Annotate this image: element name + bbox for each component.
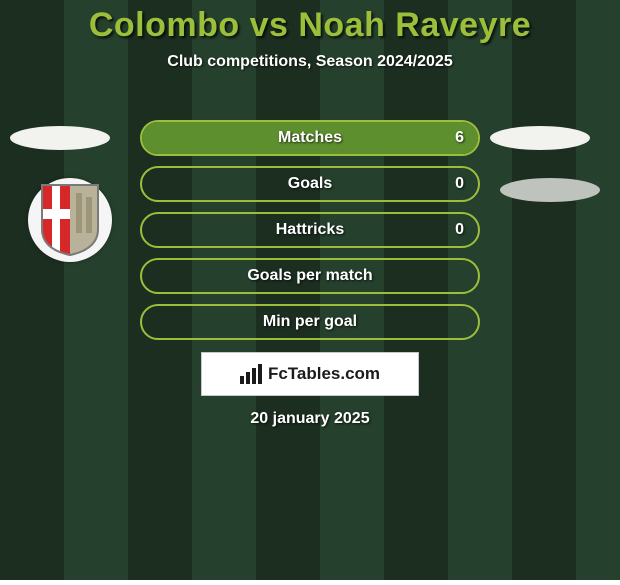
stat-label: Goals per match [247,267,372,285]
right-player-ellipse-1 [490,126,590,150]
left-player-ellipse [10,126,110,150]
stat-right-value: 0 [455,175,464,193]
page-title: Colombo vs Noah Raveyre [0,0,620,45]
stat-row: Goals per match [140,258,480,294]
stat-row: Matches 6 [140,120,480,156]
stat-row: Hattricks 0 [140,212,480,248]
stat-label: Min per goal [263,313,357,331]
stats-rows: Matches 6 Goals 0 Hattricks 0 Goals per match M… [140,120,480,350]
fctables-label: FcTables.com [268,364,380,384]
bar-chart-icon [240,364,262,384]
stat-right-value: 6 [455,129,464,147]
right-player-ellipse-2 [500,178,600,202]
subtitle: Club competitions, Season 2024/2025 [0,53,620,71]
fctables-watermark: FcTables.com [201,352,419,396]
date-label: 20 january 2025 [0,410,620,428]
stat-right-value: 0 [455,221,464,239]
stat-label: Goals [288,175,332,193]
stat-row: Min per goal [140,304,480,340]
stat-label: Matches [278,129,342,147]
stat-label: Hattricks [276,221,344,239]
left-club-badge [28,178,112,262]
stat-row: Goals 0 [140,166,480,202]
